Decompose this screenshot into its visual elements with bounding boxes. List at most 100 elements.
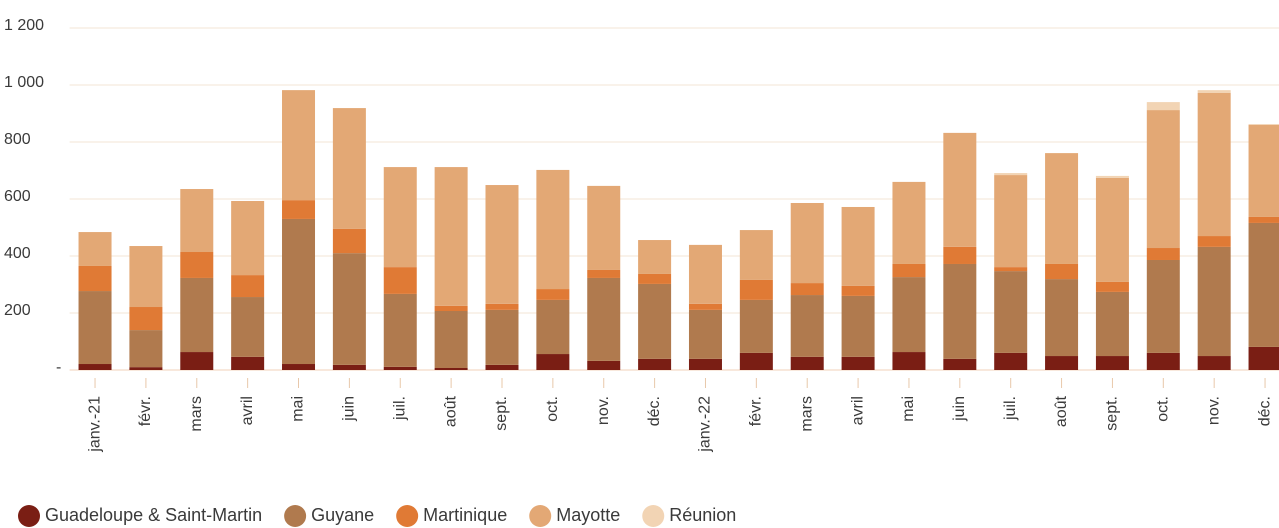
legend-label: Mayotte (556, 505, 620, 525)
bar-segment (739, 279, 773, 300)
x-tick-label: déc. (646, 396, 663, 426)
bar-segment (1197, 90, 1231, 93)
bar-segment (282, 364, 316, 370)
bar-segment (1146, 102, 1180, 111)
bar-segment (587, 277, 621, 361)
bar-segment (78, 265, 112, 292)
legend-swatch (18, 505, 40, 527)
bar-segment (383, 366, 417, 370)
bar-segment (129, 307, 163, 331)
bar-segment (1248, 124, 1279, 125)
bar-segment (485, 185, 519, 304)
bar-segment (78, 291, 112, 365)
legend-swatch (284, 505, 307, 527)
bar-segment (943, 132, 977, 247)
bar-segment (688, 303, 722, 310)
x-tick-label: nov. (1205, 396, 1222, 425)
legend-label: Réunion (669, 505, 736, 525)
y-tick-label: 800 (4, 131, 31, 148)
bar-segment (892, 277, 926, 353)
x-tick-label: déc. (1256, 396, 1273, 426)
bar-segment (638, 283, 672, 359)
bar-segment (790, 283, 824, 296)
bar-segment (536, 354, 570, 370)
bar-segment (638, 240, 672, 274)
x-tick-label: févr. (137, 396, 154, 426)
x-tick-label: mai (290, 396, 307, 422)
bar-segment (231, 356, 265, 370)
x-tick-label: juil. (391, 396, 408, 421)
x-tick-label: nov. (595, 396, 612, 425)
bar-segment (332, 253, 366, 365)
x-tick-label: févr. (748, 396, 765, 426)
bar-segment (78, 364, 112, 370)
bar-segment (1248, 124, 1279, 217)
bar-segment (434, 305, 468, 312)
bar-segment (688, 309, 722, 359)
x-tick-label: janv.-22 (697, 396, 714, 453)
bar-segment (1248, 222, 1279, 347)
bar-segment (739, 299, 773, 353)
x-tick-label: sept. (1104, 396, 1121, 431)
legend-label: Martinique (423, 505, 507, 525)
bar-segment (231, 200, 265, 276)
bar-segment (1095, 356, 1129, 370)
bar-segment (434, 311, 468, 369)
bar-segment (994, 173, 1028, 176)
bar-segment (1146, 259, 1180, 353)
bar-segment (943, 246, 977, 264)
bar-segment (943, 358, 977, 370)
legend-label: Guyane (311, 505, 374, 525)
bar-segment (841, 206, 875, 286)
bar-segment (1095, 281, 1129, 292)
bar-segment (587, 185, 621, 270)
x-tick-label: avril (849, 396, 866, 425)
x-tick-label: mars (188, 396, 205, 432)
x-tick-label: mai (900, 396, 917, 422)
legend-label: Guadeloupe & Saint-Martin (45, 505, 262, 525)
x-tick-label: oct. (1155, 396, 1172, 422)
bar-segment (892, 352, 926, 370)
bar-segment (434, 167, 468, 306)
bar-segment (180, 352, 214, 370)
y-tick-label: 1 200 (4, 17, 44, 34)
bar-segment (485, 309, 519, 365)
legend-swatch (396, 505, 419, 527)
bar-segment (1248, 346, 1279, 370)
bar-segment (892, 181, 926, 264)
bar-segment (739, 230, 773, 280)
x-tick-label: juil. (1002, 396, 1019, 421)
y-tick-label: 200 (4, 302, 31, 319)
legend-swatch (529, 505, 552, 527)
bar-segment (1045, 279, 1079, 357)
bar-segment (383, 293, 417, 367)
bar-segment (1095, 175, 1129, 178)
bar-segment (332, 228, 366, 254)
bar-segment (78, 232, 112, 266)
bar-segment (943, 263, 977, 359)
bar-segment (1146, 110, 1180, 249)
y-tick-label: 1 000 (4, 74, 44, 91)
bar-segment (1045, 356, 1079, 370)
legend-swatch (642, 505, 665, 527)
bar-segment (587, 269, 621, 278)
bar-segment (892, 263, 926, 278)
y-tick-label: - (56, 359, 61, 376)
bar-segment (739, 352, 773, 370)
bar-segment (638, 273, 672, 284)
bar-segment (485, 303, 519, 310)
x-tick-label: sept. (493, 396, 510, 431)
bar-segment (180, 189, 214, 253)
bar-segment (332, 108, 366, 229)
bar-segment (994, 175, 1028, 268)
x-tick-label: août (1053, 395, 1070, 427)
x-tick-label: août (442, 395, 459, 427)
bar-segment (790, 295, 824, 357)
x-tick-label: mars (798, 396, 815, 432)
bar-segment (1146, 248, 1180, 260)
bar-segment (332, 364, 366, 370)
bar-segment (1197, 246, 1231, 357)
x-tick-label: janv.-21 (86, 396, 103, 453)
bar-segment (688, 358, 722, 370)
